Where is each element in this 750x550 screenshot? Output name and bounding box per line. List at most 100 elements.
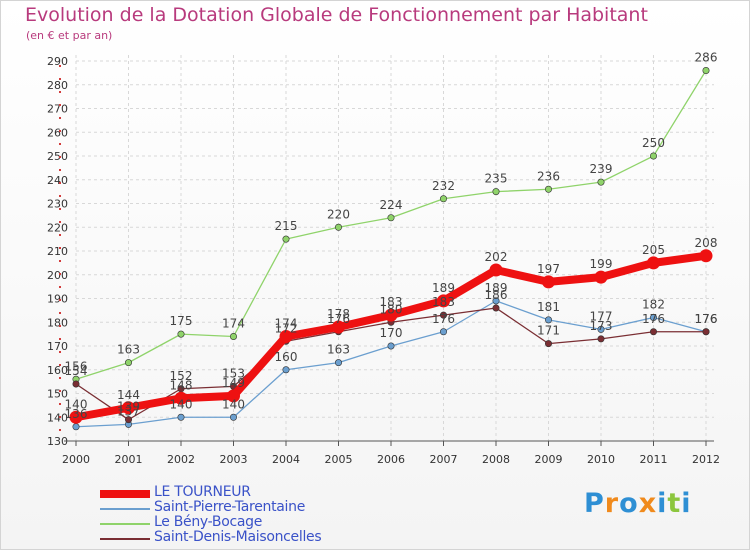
data-point bbox=[649, 328, 657, 336]
axis-mark bbox=[59, 429, 61, 431]
data-label: 171 bbox=[537, 324, 560, 338]
data-point bbox=[72, 423, 80, 431]
legend-item: Saint-Denis-Maisoncelles bbox=[100, 529, 360, 546]
x-tick-label: 2004 bbox=[272, 453, 300, 466]
data-label: 215 bbox=[275, 219, 298, 233]
data-point bbox=[492, 304, 500, 312]
legend-label: LE TOURNEUR bbox=[154, 484, 251, 500]
axis-mark bbox=[59, 299, 61, 301]
data-label: 250 bbox=[642, 136, 665, 150]
data-point bbox=[230, 413, 238, 421]
data-label: 183 bbox=[380, 295, 403, 309]
data-point bbox=[334, 223, 342, 231]
data-point bbox=[332, 320, 345, 334]
axis-mark bbox=[59, 91, 61, 93]
data-label: 176 bbox=[695, 312, 718, 326]
x-tick-label: 2000 bbox=[62, 453, 90, 466]
logo-letter: P bbox=[584, 488, 605, 519]
axis-mark bbox=[59, 377, 61, 379]
data-label: 176 bbox=[695, 312, 718, 326]
x-tick-label: 2011 bbox=[640, 453, 668, 466]
data-label: 286 bbox=[695, 51, 718, 65]
data-point bbox=[437, 294, 450, 308]
data-point bbox=[177, 330, 185, 338]
legend-swatch bbox=[100, 490, 150, 498]
data-label: 236 bbox=[537, 169, 560, 183]
y-tick-label: 130 bbox=[47, 435, 68, 448]
data-point bbox=[647, 256, 660, 270]
data-label: 153 bbox=[222, 366, 245, 380]
axis-mark bbox=[59, 312, 61, 314]
data-label: 175 bbox=[170, 314, 193, 328]
y-tick-label: 250 bbox=[47, 150, 68, 163]
x-tick-label: 2008 bbox=[482, 453, 510, 466]
data-label: 197 bbox=[537, 262, 560, 276]
chart-subtitle: (en € et par an) bbox=[26, 29, 113, 42]
axis-mark bbox=[59, 416, 61, 418]
data-label: 235 bbox=[485, 172, 508, 186]
data-point bbox=[439, 195, 447, 203]
data-point bbox=[230, 332, 238, 340]
legend-label: Saint-Denis-Maisoncelles bbox=[154, 529, 322, 545]
axis-mark bbox=[59, 195, 61, 197]
data-label: 137 bbox=[117, 404, 140, 418]
axis-mark bbox=[59, 104, 61, 106]
data-point bbox=[544, 316, 552, 324]
line-chart: 1301401501601701801902002102202302402502… bbox=[47, 51, 720, 467]
y-tick-label: 150 bbox=[47, 388, 68, 401]
x-tick-label: 2002 bbox=[167, 453, 195, 466]
x-tick-label: 2010 bbox=[587, 453, 615, 466]
axis-mark bbox=[59, 78, 61, 80]
data-point bbox=[699, 249, 713, 263]
data-point bbox=[542, 275, 555, 289]
y-tick-label: 210 bbox=[47, 245, 68, 258]
axis-mark bbox=[59, 390, 61, 392]
data-point bbox=[387, 342, 395, 350]
data-point bbox=[122, 401, 135, 415]
data-point bbox=[227, 389, 240, 403]
axis-mark bbox=[59, 286, 61, 288]
data-point bbox=[594, 270, 608, 284]
data-point bbox=[174, 391, 188, 405]
data-point bbox=[597, 178, 605, 186]
y-tick-label: 280 bbox=[47, 79, 68, 92]
x-tick-label: 2005 bbox=[325, 453, 353, 466]
data-point bbox=[492, 297, 500, 305]
data-label: 170 bbox=[380, 326, 403, 340]
data-label: 176 bbox=[327, 312, 350, 326]
y-tick-label: 190 bbox=[47, 293, 68, 306]
data-point bbox=[282, 235, 290, 243]
logo-letter: x bbox=[638, 488, 658, 519]
data-label: 202 bbox=[485, 250, 508, 264]
data-label: 220 bbox=[327, 207, 350, 221]
data-label: 140 bbox=[170, 397, 193, 411]
data-label: 232 bbox=[432, 179, 455, 193]
axis-mark bbox=[59, 273, 61, 275]
data-label: 224 bbox=[380, 198, 403, 212]
data-label: 181 bbox=[537, 300, 560, 314]
data-point bbox=[334, 359, 342, 367]
logo-letter: i bbox=[681, 488, 692, 519]
axis-mark bbox=[59, 403, 61, 405]
data-point bbox=[72, 380, 80, 388]
data-label: 154 bbox=[65, 364, 88, 378]
legend-item: LE TOURNEUR bbox=[100, 484, 360, 501]
data-point bbox=[282, 366, 290, 374]
data-point bbox=[544, 340, 552, 348]
data-label: 148 bbox=[170, 378, 193, 392]
data-label: 140 bbox=[65, 397, 88, 411]
data-label: 189 bbox=[432, 281, 455, 295]
data-point bbox=[544, 185, 552, 193]
data-point bbox=[177, 413, 185, 421]
data-point bbox=[492, 188, 500, 196]
legend-swatch bbox=[100, 508, 150, 510]
data-label: 160 bbox=[275, 350, 298, 364]
logo-letter: i bbox=[657, 488, 668, 519]
data-point bbox=[439, 328, 447, 336]
y-tick-label: 140 bbox=[47, 411, 68, 424]
x-tick-label: 2006 bbox=[377, 453, 405, 466]
data-point bbox=[387, 214, 395, 222]
x-tick-label: 2009 bbox=[535, 453, 563, 466]
axis-mark bbox=[59, 208, 61, 210]
